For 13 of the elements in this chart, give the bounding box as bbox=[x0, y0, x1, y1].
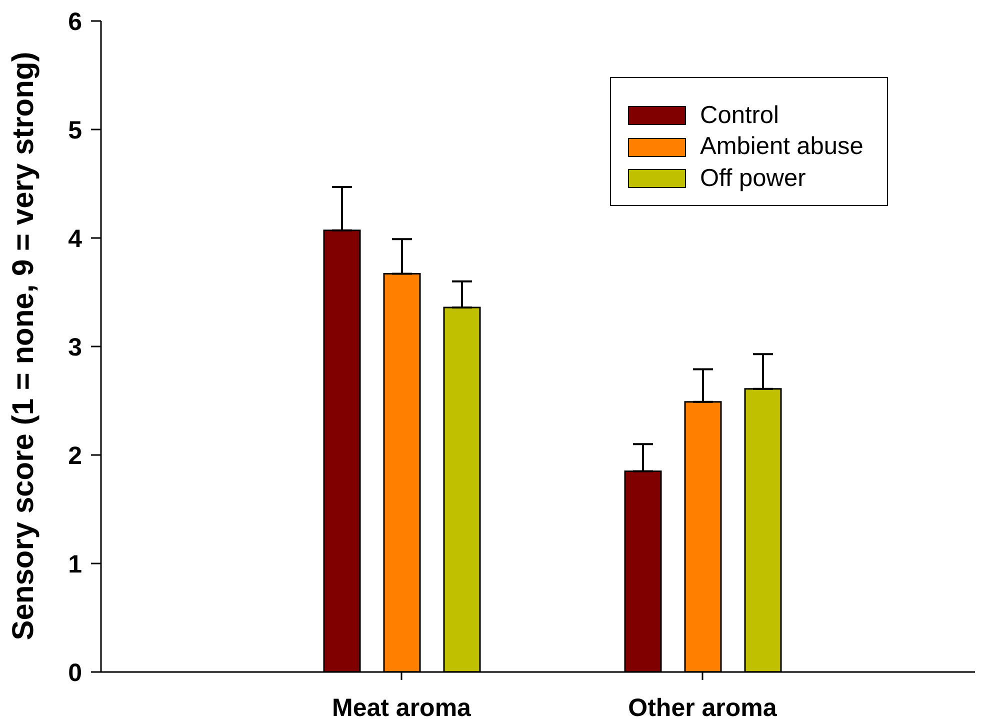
y-tick-label: 3 bbox=[68, 333, 82, 362]
y-axis-title: Sensory score (1 = none, 9 = very strong) bbox=[7, 52, 40, 640]
y-tick-label: 1 bbox=[68, 550, 82, 578]
legend-label: Ambient abuse bbox=[700, 133, 864, 160]
y-tick-label: 4 bbox=[68, 224, 82, 253]
x-tick-label: Other aroma bbox=[628, 694, 778, 719]
x-tick-label: Meat aroma bbox=[332, 694, 472, 719]
y-tick-label: 0 bbox=[68, 658, 82, 687]
legend-label: Control bbox=[700, 102, 779, 129]
y-tick-label: 6 bbox=[68, 8, 82, 36]
legend-label: Off power bbox=[700, 164, 806, 192]
y-tick-label: 5 bbox=[68, 116, 82, 144]
y-tick-label: 2 bbox=[68, 442, 82, 470]
